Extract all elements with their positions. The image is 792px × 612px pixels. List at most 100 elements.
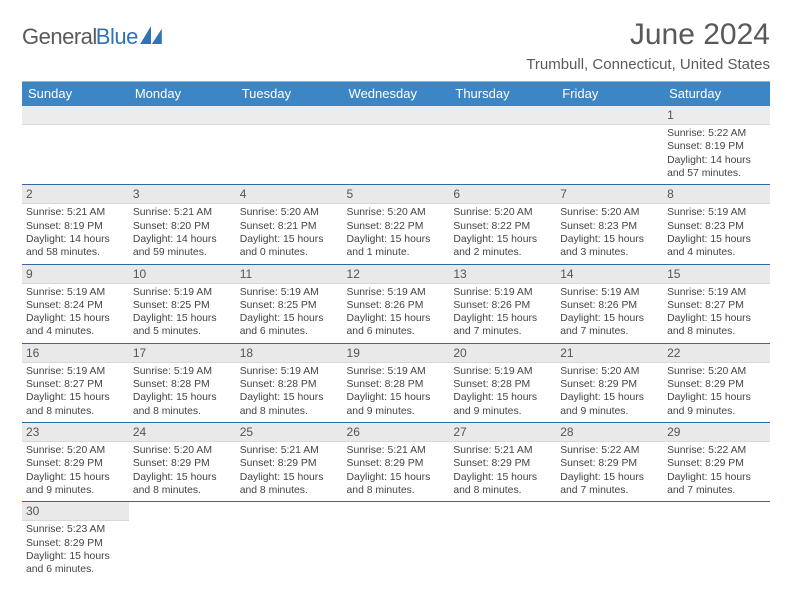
day-number: 19 xyxy=(343,344,450,363)
day-details: Sunrise: 5:19 AM Sunset: 8:28 PM Dayligh… xyxy=(343,363,450,422)
day-number: 5 xyxy=(343,185,450,204)
calendar-cell: 25Sunrise: 5:21 AM Sunset: 8:29 PM Dayli… xyxy=(236,423,343,502)
day-details: Sunrise: 5:21 AM Sunset: 8:29 PM Dayligh… xyxy=(449,442,556,501)
calendar-cell: 4Sunrise: 5:20 AM Sunset: 8:21 PM Daylig… xyxy=(236,185,343,264)
title-block: June 2024 Trumbull, Connecticut, United … xyxy=(526,18,770,73)
calendar-cell: 17Sunrise: 5:19 AM Sunset: 8:28 PM Dayli… xyxy=(129,343,236,422)
day-number: 10 xyxy=(129,265,236,284)
calendar-cell: 23Sunrise: 5:20 AM Sunset: 8:29 PM Dayli… xyxy=(22,423,129,502)
day-number xyxy=(22,106,129,125)
day-number xyxy=(236,106,343,125)
calendar-cell: 18Sunrise: 5:19 AM Sunset: 8:28 PM Dayli… xyxy=(236,343,343,422)
day-details: Sunrise: 5:19 AM Sunset: 8:26 PM Dayligh… xyxy=(343,284,450,343)
day-number: 13 xyxy=(449,265,556,284)
calendar-cell: 10Sunrise: 5:19 AM Sunset: 8:25 PM Dayli… xyxy=(129,264,236,343)
day-details: Sunrise: 5:19 AM Sunset: 8:28 PM Dayligh… xyxy=(236,363,343,422)
calendar-cell: 20Sunrise: 5:19 AM Sunset: 8:28 PM Dayli… xyxy=(449,343,556,422)
calendar-cell: 22Sunrise: 5:20 AM Sunset: 8:29 PM Dayli… xyxy=(663,343,770,422)
day-number: 27 xyxy=(449,423,556,442)
calendar-cell: 28Sunrise: 5:22 AM Sunset: 8:29 PM Dayli… xyxy=(556,423,663,502)
day-number: 30 xyxy=(22,502,129,521)
calendar-row: 2Sunrise: 5:21 AM Sunset: 8:19 PM Daylig… xyxy=(22,185,770,264)
weekday-header: Wednesday xyxy=(343,82,450,106)
day-details: Sunrise: 5:22 AM Sunset: 8:29 PM Dayligh… xyxy=(556,442,663,501)
day-number: 18 xyxy=(236,344,343,363)
day-number: 21 xyxy=(556,344,663,363)
calendar-cell: 27Sunrise: 5:21 AM Sunset: 8:29 PM Dayli… xyxy=(449,423,556,502)
calendar-body: 1Sunrise: 5:22 AM Sunset: 8:19 PM Daylig… xyxy=(22,106,770,581)
day-number xyxy=(556,106,663,125)
weekday-header-row: SundayMondayTuesdayWednesdayThursdayFrid… xyxy=(22,82,770,106)
calendar-cell: 15Sunrise: 5:19 AM Sunset: 8:27 PM Dayli… xyxy=(663,264,770,343)
day-number: 15 xyxy=(663,265,770,284)
day-details: Sunrise: 5:21 AM Sunset: 8:29 PM Dayligh… xyxy=(343,442,450,501)
day-number: 17 xyxy=(129,344,236,363)
calendar-cell: 16Sunrise: 5:19 AM Sunset: 8:27 PM Dayli… xyxy=(22,343,129,422)
day-details: Sunrise: 5:23 AM Sunset: 8:29 PM Dayligh… xyxy=(22,521,129,580)
calendar-cell: 13Sunrise: 5:19 AM Sunset: 8:26 PM Dayli… xyxy=(449,264,556,343)
calendar-row: 30Sunrise: 5:23 AM Sunset: 8:29 PM Dayli… xyxy=(22,502,770,581)
day-details: Sunrise: 5:19 AM Sunset: 8:25 PM Dayligh… xyxy=(129,284,236,343)
logo-text-blue: Blue xyxy=(96,24,138,50)
day-details: Sunrise: 5:20 AM Sunset: 8:23 PM Dayligh… xyxy=(556,204,663,263)
weekday-header: Friday xyxy=(556,82,663,106)
day-details: Sunrise: 5:21 AM Sunset: 8:29 PM Dayligh… xyxy=(236,442,343,501)
calendar-cell: 30Sunrise: 5:23 AM Sunset: 8:29 PM Dayli… xyxy=(22,502,129,581)
calendar-row: 1Sunrise: 5:22 AM Sunset: 8:19 PM Daylig… xyxy=(22,106,770,185)
day-details: Sunrise: 5:19 AM Sunset: 8:28 PM Dayligh… xyxy=(449,363,556,422)
day-details: Sunrise: 5:19 AM Sunset: 8:27 PM Dayligh… xyxy=(663,284,770,343)
calendar-cell xyxy=(449,502,556,581)
calendar-cell: 11Sunrise: 5:19 AM Sunset: 8:25 PM Dayli… xyxy=(236,264,343,343)
calendar-cell xyxy=(449,106,556,185)
day-details: Sunrise: 5:20 AM Sunset: 8:29 PM Dayligh… xyxy=(22,442,129,501)
calendar-cell xyxy=(129,106,236,185)
day-details: Sunrise: 5:20 AM Sunset: 8:22 PM Dayligh… xyxy=(343,204,450,263)
day-details: Sunrise: 5:20 AM Sunset: 8:22 PM Dayligh… xyxy=(449,204,556,263)
day-number: 14 xyxy=(556,265,663,284)
day-details: Sunrise: 5:19 AM Sunset: 8:24 PM Dayligh… xyxy=(22,284,129,343)
day-number: 1 xyxy=(663,106,770,125)
calendar-cell xyxy=(129,502,236,581)
calendar-cell: 2Sunrise: 5:21 AM Sunset: 8:19 PM Daylig… xyxy=(22,185,129,264)
calendar-cell: 29Sunrise: 5:22 AM Sunset: 8:29 PM Dayli… xyxy=(663,423,770,502)
calendar-cell: 3Sunrise: 5:21 AM Sunset: 8:20 PM Daylig… xyxy=(129,185,236,264)
day-details: Sunrise: 5:19 AM Sunset: 8:27 PM Dayligh… xyxy=(22,363,129,422)
calendar-cell xyxy=(236,502,343,581)
day-number: 4 xyxy=(236,185,343,204)
weekday-header: Tuesday xyxy=(236,82,343,106)
month-title: June 2024 xyxy=(526,18,770,52)
calendar-cell: 14Sunrise: 5:19 AM Sunset: 8:26 PM Dayli… xyxy=(556,264,663,343)
location-subtitle: Trumbull, Connecticut, United States xyxy=(526,56,770,73)
header: General Blue June 2024 Trumbull, Connect… xyxy=(22,18,770,73)
calendar-cell: 12Sunrise: 5:19 AM Sunset: 8:26 PM Dayli… xyxy=(343,264,450,343)
day-details: Sunrise: 5:21 AM Sunset: 8:20 PM Dayligh… xyxy=(129,204,236,263)
day-details: Sunrise: 5:20 AM Sunset: 8:29 PM Dayligh… xyxy=(556,363,663,422)
day-number: 12 xyxy=(343,265,450,284)
day-number: 2 xyxy=(22,185,129,204)
calendar-cell xyxy=(556,106,663,185)
day-number xyxy=(129,106,236,125)
day-number: 26 xyxy=(343,423,450,442)
calendar-cell: 24Sunrise: 5:20 AM Sunset: 8:29 PM Dayli… xyxy=(129,423,236,502)
calendar-table: SundayMondayTuesdayWednesdayThursdayFrid… xyxy=(22,82,770,581)
calendar-cell: 1Sunrise: 5:22 AM Sunset: 8:19 PM Daylig… xyxy=(663,106,770,185)
sail-icon xyxy=(140,26,162,44)
calendar-cell: 6Sunrise: 5:20 AM Sunset: 8:22 PM Daylig… xyxy=(449,185,556,264)
day-details: Sunrise: 5:20 AM Sunset: 8:29 PM Dayligh… xyxy=(129,442,236,501)
calendar-cell xyxy=(663,502,770,581)
logo-text-general: General xyxy=(22,24,97,50)
day-number xyxy=(449,106,556,125)
day-number: 9 xyxy=(22,265,129,284)
day-number: 20 xyxy=(449,344,556,363)
calendar-cell: 26Sunrise: 5:21 AM Sunset: 8:29 PM Dayli… xyxy=(343,423,450,502)
calendar-row: 16Sunrise: 5:19 AM Sunset: 8:27 PM Dayli… xyxy=(22,343,770,422)
day-number: 22 xyxy=(663,344,770,363)
day-details: Sunrise: 5:22 AM Sunset: 8:19 PM Dayligh… xyxy=(663,125,770,184)
calendar-cell xyxy=(343,502,450,581)
day-number: 28 xyxy=(556,423,663,442)
day-details: Sunrise: 5:19 AM Sunset: 8:25 PM Dayligh… xyxy=(236,284,343,343)
weekday-header: Thursday xyxy=(449,82,556,106)
day-details: Sunrise: 5:20 AM Sunset: 8:21 PM Dayligh… xyxy=(236,204,343,263)
day-details: Sunrise: 5:19 AM Sunset: 8:28 PM Dayligh… xyxy=(129,363,236,422)
day-number: 16 xyxy=(22,344,129,363)
